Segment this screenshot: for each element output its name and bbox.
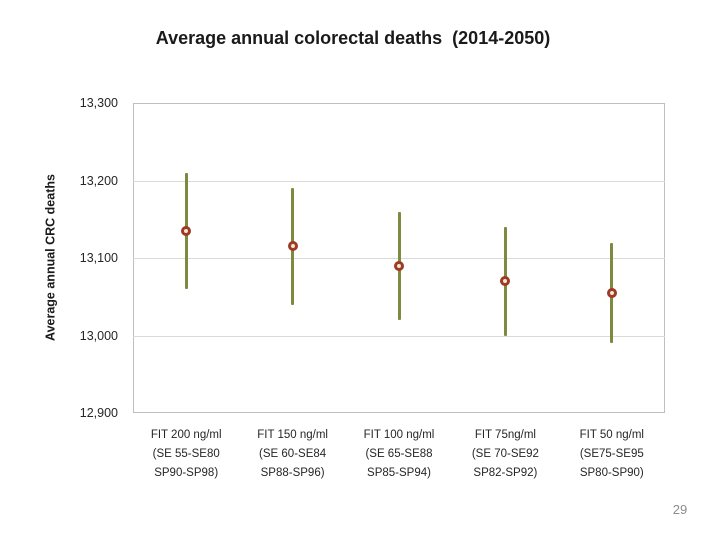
x-category-label-line: SP82-SP92) [473, 467, 538, 479]
x-category-label: FIT 50 ng/ml (SE75-SE95 SP80-SP90) [556, 426, 668, 483]
x-category-label-line: SP90-SP98) [154, 467, 219, 479]
x-category-label-line: (SE 65-SE88 [365, 448, 433, 460]
x-category-label: FIT 100 ng/ml (SE 65-SE88 SP85-SP94) [343, 426, 455, 483]
chart-title: Average annual colorectal deaths (2014-2… [155, 28, 551, 48]
page-number: 29 [672, 502, 688, 517]
y-tick-label: 13,200 [79, 174, 118, 188]
x-category-label-line: (SE75-SE95 [579, 448, 644, 460]
y-tick-label: 13,000 [79, 329, 118, 343]
gridline [133, 336, 665, 337]
x-category-label-line: FIT 100 ng/ml [363, 429, 435, 441]
data-point-marker [606, 287, 617, 298]
x-category-label-line: (SE 60-SE84 [259, 448, 327, 460]
x-category-label-line: (SE 70-SE92 [471, 448, 539, 460]
data-point-marker [181, 225, 192, 236]
x-category-label-line: FIT 50 ng/ml [579, 429, 644, 441]
x-category-label-line: SP85-SP94) [367, 467, 431, 479]
x-category-label: FIT 75ng/ml (SE 70-SE92 SP82-SP92) [449, 426, 561, 483]
x-category-label: FIT 150 ng/ml (SE 60-SE84 SP88-SP96) [237, 426, 349, 483]
x-category-label-line: SP88-SP96) [260, 467, 325, 479]
x-category-label-line: (SE 55-SE80 [152, 448, 220, 460]
y-tick-label: 13,300 [79, 96, 118, 110]
data-point-marker [394, 260, 404, 271]
x-category-label-line: SP80-SP90) [579, 467, 644, 479]
x-category-label: FIT 200 ng/ml (SE 55-SE80 SP90-SP98) [130, 426, 242, 483]
data-point-marker [287, 241, 298, 252]
data-point-marker [500, 276, 511, 287]
x-category-label-line: FIT 150 ng/ml [257, 429, 328, 441]
x-category-label-line: FIT 75ng/ml [474, 429, 536, 441]
gridline [133, 181, 665, 182]
x-category-label-line: FIT 200 ng/ml [150, 429, 222, 441]
y-tick-label: 12,900 [79, 406, 118, 420]
y-tick-label: 13,100 [79, 251, 118, 265]
